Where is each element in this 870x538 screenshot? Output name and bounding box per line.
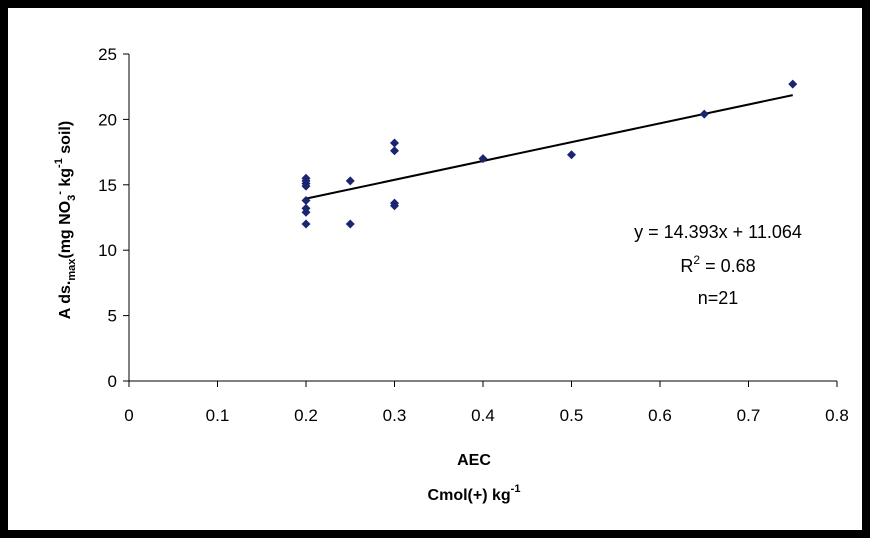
trendline-group — [305, 94, 793, 200]
equation-label: y = 14.393x + 11.064 — [634, 222, 802, 242]
data-point — [345, 176, 355, 186]
x-tick-label: 0.3 — [383, 406, 407, 425]
data-point — [390, 198, 399, 208]
n-label: n=21 — [698, 288, 739, 308]
data-point — [301, 219, 311, 229]
data-point — [301, 195, 311, 205]
trendline — [305, 94, 793, 200]
y-axis-title: A ds.max(mg NO3- kg-1 soil) — [53, 121, 78, 319]
x-tick-label: 0.5 — [560, 406, 584, 425]
y-tick-label: 5 — [108, 307, 117, 326]
y-tick-label: 0 — [108, 372, 117, 391]
data-point — [699, 109, 709, 119]
data-point — [390, 138, 399, 148]
y-tick-label: 25 — [98, 45, 117, 64]
x-ticks: 0 0.1 0.2 0.3 0.4 0.5 0.6 0.7 0.8 — [124, 381, 849, 425]
r-squared-label: R2 = 0.68 — [680, 253, 755, 276]
data-point — [788, 79, 798, 89]
data-point — [345, 219, 355, 229]
y-tick-label: 15 — [98, 176, 117, 195]
data-point — [390, 146, 399, 156]
x-axis-title: AEC — [457, 452, 491, 469]
y-tick-label: 20 — [98, 110, 117, 129]
x-tick-label: 0.2 — [294, 406, 318, 425]
data-points — [301, 79, 798, 229]
x-tick-label: 0 — [124, 406, 133, 425]
x-tick-label: 0.4 — [471, 406, 495, 425]
y-ticks: 0 5 10 15 20 25 — [98, 45, 129, 391]
x-tick-label: 0.6 — [648, 406, 672, 425]
data-point — [478, 154, 488, 164]
data-point — [301, 173, 311, 183]
x-tick-label: 0.8 — [825, 406, 849, 425]
y-tick-label: 10 — [98, 241, 117, 260]
x-axis-unit: Cmol(+) kg-1 — [428, 483, 521, 504]
x-tick-label: 0.7 — [737, 406, 761, 425]
data-point — [301, 203, 311, 213]
axes — [128, 54, 837, 382]
data-point — [567, 150, 576, 160]
x-tick-label: 0.1 — [206, 406, 230, 425]
